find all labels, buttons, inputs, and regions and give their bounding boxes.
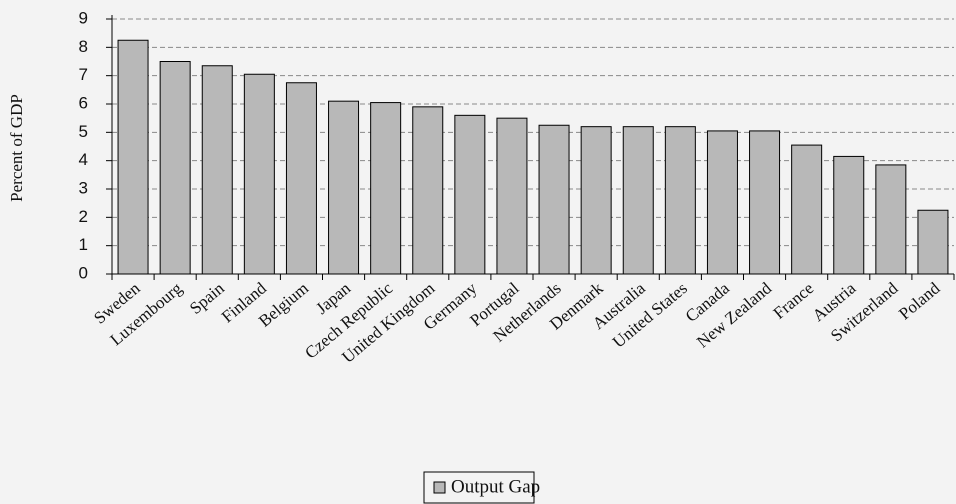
bar (706, 130, 738, 275)
bar (117, 39, 149, 275)
y-tick-label: 9 (79, 8, 88, 27)
y-tick-label: 0 (79, 263, 88, 282)
bar (917, 209, 949, 275)
bar (285, 82, 317, 275)
y-tick-label: 5 (79, 122, 88, 141)
bar (664, 126, 696, 275)
bar (875, 164, 907, 275)
y-tick-label: 4 (79, 150, 88, 169)
x-tick-label: France (770, 279, 818, 323)
x-tick-label: Poland (895, 278, 944, 323)
legend-swatch (433, 481, 446, 494)
bar (833, 155, 865, 275)
y-tick-label: 7 (79, 65, 88, 84)
y-axis-label: Percent of GDP (7, 94, 26, 202)
bar (496, 117, 528, 275)
bar (622, 126, 654, 275)
bar (749, 130, 781, 275)
bar (243, 73, 275, 275)
bar (159, 61, 191, 275)
bar (412, 106, 444, 275)
y-tick-label: 3 (79, 178, 88, 197)
y-tick-label: 1 (79, 235, 88, 254)
y-tick-label: 2 (79, 207, 88, 226)
legend-label: Output Gap (451, 476, 540, 497)
bar (538, 124, 570, 275)
y-tick-label: 8 (79, 37, 88, 56)
bar (580, 126, 612, 275)
legend-box (423, 471, 535, 504)
bar (791, 144, 823, 275)
y-tick-label: 6 (79, 93, 88, 112)
bar (201, 65, 233, 275)
bar (328, 100, 360, 275)
bar (454, 114, 486, 275)
bar (370, 102, 402, 275)
